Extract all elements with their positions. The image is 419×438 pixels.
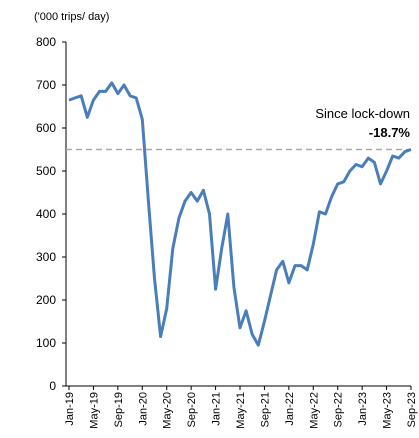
x-tick-label: Sep-19: [113, 392, 125, 427]
x-tick-label: Jan-22: [284, 392, 296, 426]
annotation-value: -18.7%: [369, 125, 411, 140]
x-tick-label: Sep-22: [333, 392, 345, 427]
x-tick-label: Jan-21: [211, 392, 223, 426]
y-tick-label: 0: [49, 379, 56, 393]
y-tick-label: 700: [36, 78, 56, 92]
x-tick-label: May-20: [162, 392, 174, 429]
annotation: Since lock-down: [315, 106, 410, 121]
x-tick-label: Jan-23: [357, 392, 369, 426]
y-tick-label: 600: [36, 121, 56, 135]
x-tick-label: May-23: [382, 392, 394, 429]
y-tick-label: 100: [36, 336, 56, 350]
x-tick-label: May-21: [235, 392, 247, 429]
y-tick-label: 800: [36, 35, 56, 49]
y-tick-label: 400: [36, 207, 56, 221]
y-tick-label: 500: [36, 164, 56, 178]
x-tick-label: Jan-19: [64, 392, 76, 426]
x-tick-label: May-22: [308, 392, 320, 429]
x-tick-label: May-19: [88, 392, 100, 429]
x-tick-label: Sep-20: [186, 392, 198, 427]
y-tick-label: 300: [36, 250, 56, 264]
y-tick-label: 200: [36, 293, 56, 307]
x-tick-label: Jan-20: [137, 392, 149, 426]
x-tick-label: Sep-21: [259, 392, 271, 427]
y-axis-label: ('000 trips/ day): [34, 11, 109, 23]
x-tick-label: Sep-23: [406, 392, 418, 427]
line-series: [68, 81, 412, 347]
